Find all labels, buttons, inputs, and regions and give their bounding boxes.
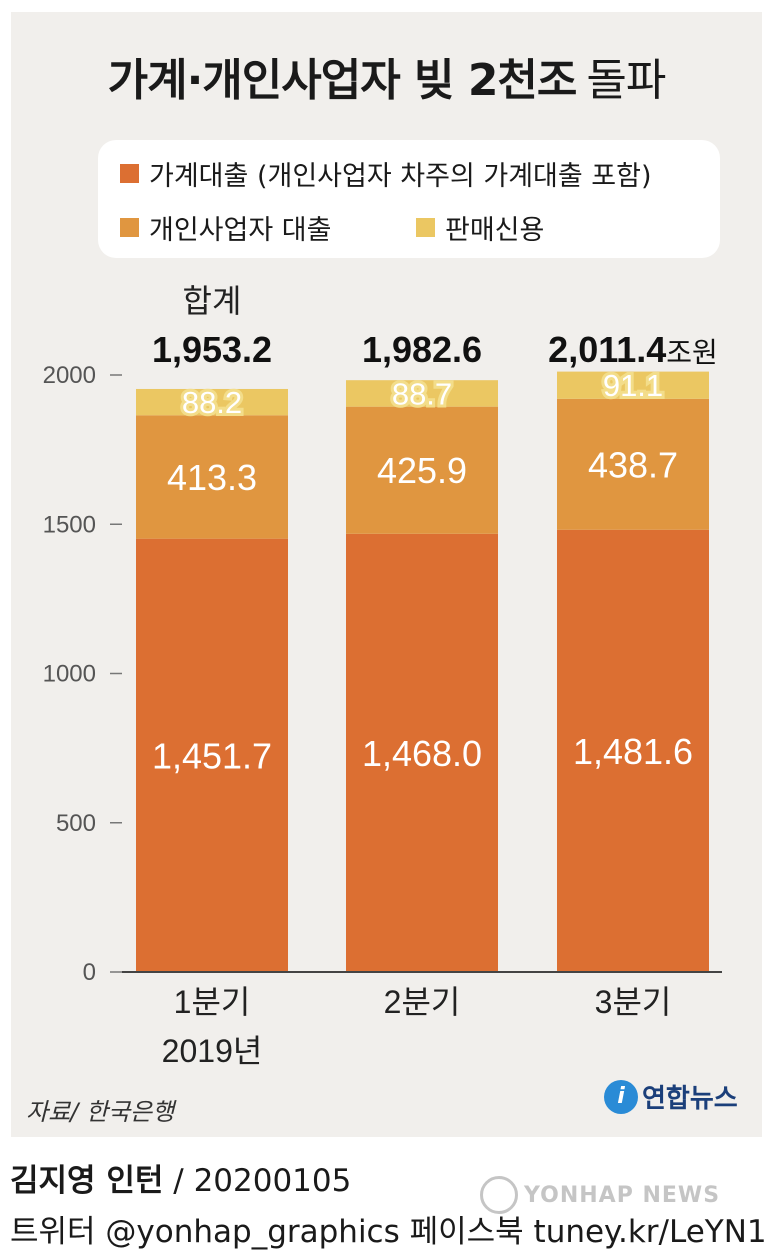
watermark: YONHAP NEWS: [480, 1176, 720, 1214]
credit-author-line: 김지영 인턴 / 20200105: [10, 1155, 351, 1200]
bar-value-label: 1,481.6: [573, 731, 693, 772]
watermark-icon: [480, 1176, 518, 1214]
bar-segment: [136, 415, 288, 539]
y-tick-label: 1000: [43, 661, 96, 688]
source-note: 자료/ 한국은행: [26, 1098, 175, 1126]
yonhap-logo-text: 연합뉴스: [642, 1084, 738, 1114]
x-category-label: 1분기: [174, 984, 251, 1020]
credit-social-line: 트위터 @yonhap_graphics 페이스북 tuney.kr/LeYN1: [10, 1214, 767, 1250]
title-suffix: 돌파: [586, 55, 666, 106]
total-value-label: 2,011.4조원: [548, 329, 718, 370]
credit-author: 김지영 인턴: [10, 1163, 164, 1199]
bar-segment: [557, 398, 709, 530]
y-tick-label: 0: [83, 959, 96, 986]
x-category-label: 3분기: [595, 984, 672, 1020]
chart-title: 가계·개인사업자 빚 2천조 돌파: [0, 44, 773, 108]
legend-swatch-sales-credit: [416, 218, 435, 237]
total-unit-label: 조원: [666, 337, 718, 368]
bar-value-label: 438.7: [588, 444, 678, 485]
bar-value-label: 1,468.0: [362, 733, 482, 774]
bar-value-label: 88.7: [392, 376, 452, 411]
legend-label-business: 개인사업자 대출: [149, 215, 332, 246]
legend-item-household-loans: 가계대출 (개인사업자 차주의 가계대출 포함): [120, 154, 652, 193]
bar-segment: [557, 529, 709, 972]
legend-swatch-business: [120, 218, 139, 237]
credit-date: / 20200105: [173, 1163, 352, 1199]
total-value-label: 1,982.6: [362, 329, 482, 370]
y-tick-label: 500: [56, 810, 96, 837]
bar-value-label: 425.9: [377, 450, 467, 491]
bar-segment: [136, 388, 288, 416]
y-tick-label: 1500: [43, 511, 96, 538]
bar-segment: [346, 533, 498, 972]
bar-segment: [346, 380, 498, 407]
bar-segment: [136, 538, 288, 972]
yonhap-logo: i 연합뉴스: [604, 1078, 738, 1115]
legend-item-business-loans: 개인사업자 대출: [120, 208, 331, 247]
watermark-text: YONHAP NEWS: [524, 1182, 721, 1208]
yonhap-logo-icon: i: [604, 1079, 638, 1114]
legend-label-sales-credit: 판매신용: [445, 215, 545, 246]
title-main: 가계·개인사업자 빚 2천조: [107, 55, 578, 106]
legend: 가계대출 (개인사업자 차주의 가계대출 포함) 개인사업자 대출 판매신용: [98, 140, 720, 258]
x-category-label: 2분기: [384, 984, 461, 1020]
bar-value-label: 413.3: [167, 457, 257, 498]
y-tick-label: 2000: [43, 362, 96, 389]
legend-item-sales-credit: 판매신용: [416, 208, 544, 247]
bar-value-label: 1,451.7: [152, 735, 272, 776]
legend-swatch-household: [120, 164, 139, 183]
legend-label-household: 가계대출 (개인사업자 차주의 가계대출 포함): [149, 161, 652, 192]
bar-segment: [346, 406, 498, 534]
bar-value-label: 91.1: [603, 368, 663, 403]
total-value-label: 1,953.2: [152, 329, 272, 370]
bar-segment: [557, 371, 709, 399]
total-caption: 합계: [183, 283, 242, 319]
x-group-label: 2019년: [162, 1033, 263, 1069]
bar-value-label: 88.2: [182, 385, 242, 420]
